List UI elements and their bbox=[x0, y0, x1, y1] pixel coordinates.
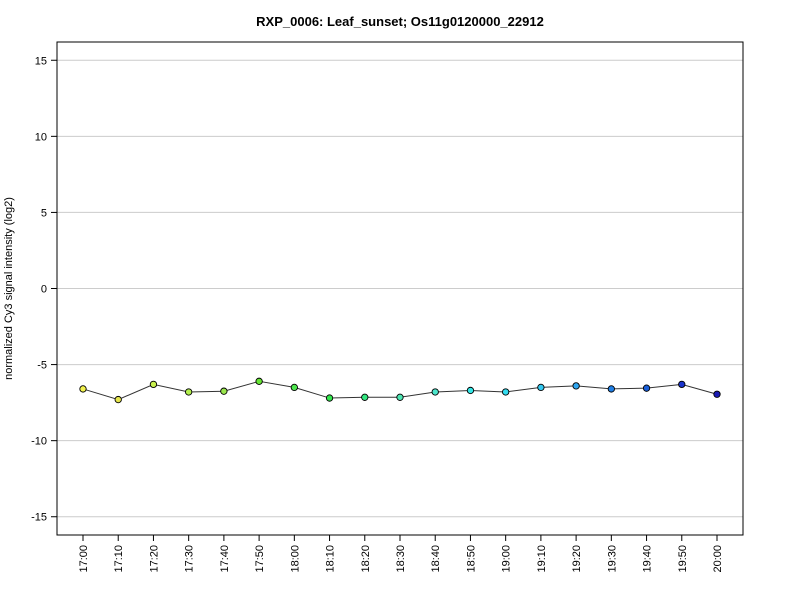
data-point bbox=[607, 385, 615, 393]
x-tick-label: 19:40 bbox=[642, 545, 654, 573]
x-tick-label: 18:20 bbox=[360, 545, 372, 573]
x-tick-label: 18:00 bbox=[289, 545, 301, 573]
x-tick-label: 19:20 bbox=[571, 545, 583, 573]
data-points bbox=[79, 377, 721, 404]
grid-lines bbox=[57, 59, 743, 518]
x-tick-label: 19:10 bbox=[536, 545, 548, 573]
y-tick-label: 15 bbox=[35, 55, 47, 67]
data-point bbox=[290, 383, 298, 392]
x-tick-label: 17:10 bbox=[113, 545, 125, 573]
x-tick-label: 17:30 bbox=[184, 545, 196, 573]
x-tick-label: 18:10 bbox=[325, 545, 337, 573]
chart-title: RXP_0006: Leaf_sunset; Os11g0120000_2291… bbox=[256, 14, 544, 29]
data-point bbox=[325, 394, 334, 402]
x-tick-label: 20:00 bbox=[712, 545, 724, 573]
x-axis: 17:00 17:10 17:20 17:30 17:40 17:50 18:00 18:10… bbox=[78, 535, 724, 573]
data-point bbox=[114, 395, 122, 404]
x-tick-label: 17:20 bbox=[148, 545, 160, 573]
data-point bbox=[713, 390, 721, 398]
y-axis: -15 -10 -5 0 5 10 15 bbox=[31, 55, 57, 524]
data-point bbox=[642, 384, 651, 392]
y-tick-label: 0 bbox=[41, 284, 47, 296]
data-point bbox=[79, 385, 87, 393]
data-point bbox=[572, 382, 580, 390]
data-point bbox=[678, 380, 686, 389]
data-point bbox=[185, 388, 193, 396]
x-tick-label: 18:30 bbox=[395, 545, 407, 573]
data-point bbox=[396, 393, 404, 401]
x-tick-label: 19:50 bbox=[677, 545, 689, 573]
data-point bbox=[502, 388, 510, 396]
x-tick-label: 17:00 bbox=[78, 545, 90, 573]
x-tick-label: 18:50 bbox=[465, 545, 477, 573]
x-tick-label: 17:40 bbox=[219, 545, 231, 573]
data-point bbox=[361, 393, 369, 401]
x-tick-label: 18:40 bbox=[430, 545, 442, 573]
data-point bbox=[537, 383, 545, 392]
data-point bbox=[220, 387, 228, 395]
data-point bbox=[149, 380, 158, 389]
x-tick-label: 19:00 bbox=[501, 545, 513, 573]
y-tick-label: -5 bbox=[37, 360, 47, 372]
y-axis-label: normalized Cy3 signal intensity (log2) bbox=[3, 197, 15, 380]
y-tick-label: -10 bbox=[31, 436, 47, 448]
x-tick-label: 19:30 bbox=[606, 545, 618, 573]
y-tick-label: 5 bbox=[41, 207, 47, 219]
x-tick-label: 17:50 bbox=[254, 545, 266, 573]
data-point bbox=[431, 388, 439, 396]
y-tick-label: -15 bbox=[31, 512, 47, 524]
data-point bbox=[255, 377, 263, 385]
y-tick-label: 10 bbox=[35, 131, 47, 143]
data-point bbox=[466, 386, 475, 395]
